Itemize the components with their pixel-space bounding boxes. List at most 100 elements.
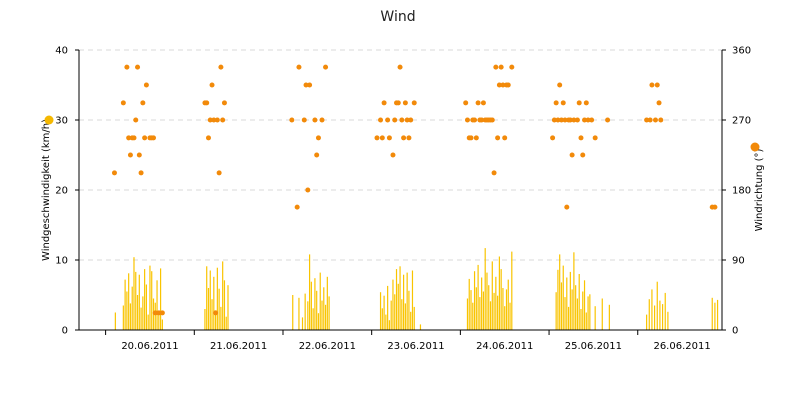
direction-point bbox=[220, 117, 226, 123]
speed-bar bbox=[569, 271, 571, 330]
direction-point bbox=[464, 117, 470, 123]
speed-bar bbox=[560, 282, 563, 330]
direction-point bbox=[135, 64, 141, 70]
direction-point bbox=[142, 135, 148, 141]
speed-bar bbox=[470, 290, 472, 330]
speed-bar bbox=[308, 254, 311, 330]
speed-bar bbox=[482, 291, 485, 330]
direction-point bbox=[323, 64, 329, 70]
direction-point bbox=[218, 64, 224, 70]
speed-bar bbox=[319, 272, 321, 330]
speed-bar bbox=[472, 302, 474, 330]
direction-point bbox=[712, 204, 718, 210]
speed-bar bbox=[575, 285, 577, 330]
x-tick-label: 26.06.2011 bbox=[653, 341, 710, 352]
speed-bar bbox=[218, 288, 220, 330]
speed-bar bbox=[144, 269, 146, 330]
direction-point bbox=[569, 152, 575, 158]
direction-point bbox=[647, 117, 653, 123]
y-right-tick-label: 90 bbox=[732, 256, 745, 267]
direction-point bbox=[120, 100, 126, 106]
speed-bar bbox=[133, 257, 135, 330]
y-left-tick-label: 20 bbox=[55, 186, 68, 197]
speed-bar bbox=[156, 280, 158, 330]
direction-point bbox=[216, 170, 222, 176]
speed-bar bbox=[126, 291, 128, 330]
direction-point bbox=[159, 310, 165, 316]
speed-bar bbox=[567, 306, 570, 330]
direction-point bbox=[143, 82, 149, 88]
y-axis-left-title: Windgeschwindigkeit (km/h) bbox=[41, 119, 52, 261]
speed-bar bbox=[664, 292, 666, 330]
speed-bar bbox=[504, 306, 506, 330]
direction-point bbox=[381, 100, 387, 106]
speed-bar bbox=[406, 272, 408, 330]
speed-bar bbox=[484, 248, 486, 330]
direction-point bbox=[138, 170, 144, 176]
direction-point bbox=[294, 204, 300, 210]
direction-point bbox=[555, 117, 561, 123]
x-tick-label: 25.06.2011 bbox=[565, 341, 622, 352]
speed-bar bbox=[468, 278, 470, 330]
direction-point bbox=[133, 117, 139, 123]
direction-point bbox=[564, 204, 570, 210]
direction-point bbox=[395, 100, 401, 106]
speed-bar bbox=[651, 289, 653, 330]
speed-bar bbox=[207, 288, 210, 330]
speed-bar bbox=[323, 287, 325, 330]
direction-point bbox=[374, 135, 380, 141]
speed-bar bbox=[583, 280, 586, 330]
direction-point bbox=[472, 117, 478, 123]
speed-bar bbox=[312, 308, 314, 330]
speed-bar bbox=[716, 299, 719, 330]
direction-point bbox=[140, 100, 146, 106]
speed-bar bbox=[227, 285, 229, 330]
speed-bar bbox=[397, 283, 399, 330]
speed-bar bbox=[392, 279, 394, 330]
direction-point bbox=[408, 117, 414, 123]
direction-point bbox=[406, 135, 412, 141]
speed-bar bbox=[135, 271, 137, 330]
chart-title: Wind bbox=[380, 9, 415, 25]
direction-point bbox=[314, 152, 320, 158]
direction-point bbox=[296, 64, 302, 70]
speed-bar bbox=[128, 273, 130, 330]
speed-bar bbox=[131, 286, 133, 330]
x-tick-label: 24.06.2011 bbox=[476, 341, 533, 352]
x-tick-label: 21.06.2011 bbox=[210, 341, 267, 352]
speed-bar bbox=[158, 312, 160, 330]
speed-bar bbox=[589, 294, 591, 330]
speed-bar bbox=[225, 316, 227, 330]
speed-bars bbox=[114, 248, 719, 330]
speed-bar bbox=[316, 290, 318, 330]
speed-bar bbox=[648, 299, 650, 330]
speed-bar bbox=[582, 291, 584, 330]
speed-bar bbox=[387, 285, 389, 330]
speed-bar bbox=[557, 269, 559, 330]
direction-point bbox=[204, 100, 210, 106]
y-right-tick-label: 270 bbox=[732, 116, 751, 127]
speed-bar bbox=[578, 274, 580, 330]
speed-bar bbox=[161, 319, 163, 330]
speed-bar bbox=[411, 270, 414, 330]
direction-point bbox=[558, 117, 564, 123]
speed-bar bbox=[301, 317, 304, 330]
speed-bar bbox=[479, 297, 481, 330]
direction-point bbox=[124, 64, 130, 70]
speed-bar bbox=[488, 285, 490, 330]
speed-bar bbox=[573, 252, 575, 330]
direction-point bbox=[156, 310, 162, 316]
direction-point bbox=[111, 170, 117, 176]
speed-bar bbox=[149, 265, 151, 330]
direction-point bbox=[385, 117, 391, 123]
direction-point bbox=[127, 152, 133, 158]
direction-point bbox=[289, 117, 295, 123]
speed-bar bbox=[473, 271, 476, 330]
speed-bar bbox=[659, 300, 661, 330]
direction-point bbox=[585, 117, 591, 123]
direction-point bbox=[495, 135, 501, 141]
speed-bar bbox=[601, 298, 603, 330]
speed-bar bbox=[401, 299, 403, 330]
direction-point bbox=[207, 117, 213, 123]
speed-bar bbox=[594, 306, 596, 330]
